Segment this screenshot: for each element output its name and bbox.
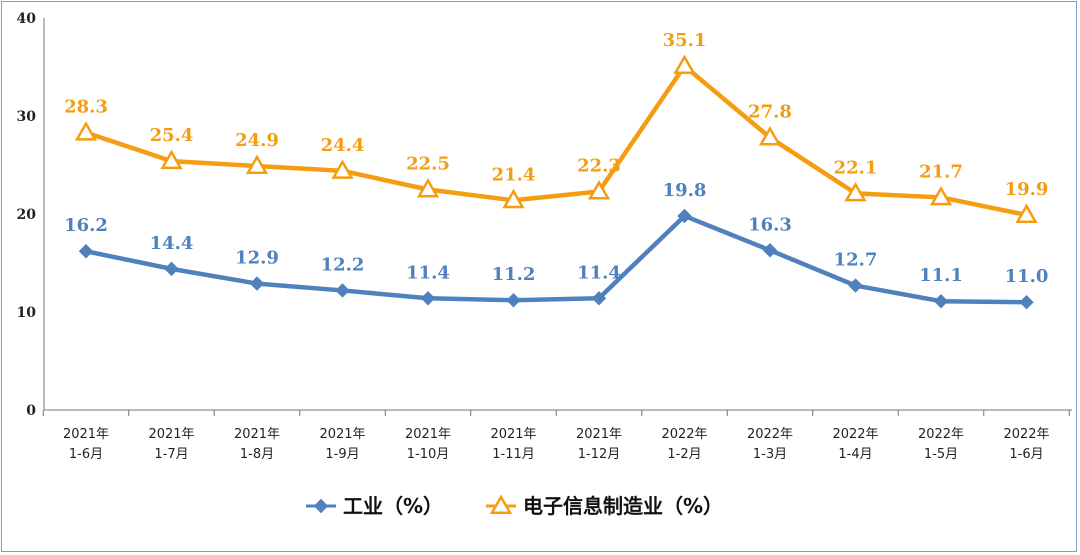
data-point bbox=[78, 244, 94, 259]
x-tick-label-year: 2021年 bbox=[490, 427, 536, 442]
data-label: 11.4 bbox=[577, 262, 621, 283]
x-tick-label-period: 1-2月 bbox=[667, 447, 701, 462]
data-label: 27.8 bbox=[748, 102, 792, 123]
legend-label: 工业（%） bbox=[343, 494, 443, 518]
data-point bbox=[416, 177, 440, 198]
data-point bbox=[587, 179, 611, 200]
series-line bbox=[85, 213, 1027, 305]
data-point bbox=[673, 54, 696, 75]
x-tick-label-period: 1-10月 bbox=[407, 447, 450, 462]
data-label: 21.4 bbox=[492, 164, 536, 185]
data-point bbox=[929, 185, 953, 206]
x-tick-label-period: 1-5月 bbox=[924, 447, 958, 462]
data-point bbox=[331, 159, 354, 179]
y-tick-label: 40 bbox=[17, 11, 37, 27]
x-tick-label-period: 1-8月 bbox=[240, 447, 274, 462]
data-label: 12.9 bbox=[235, 248, 279, 269]
data-point bbox=[502, 188, 525, 209]
y-tick-label: 20 bbox=[17, 207, 37, 223]
data-label: 21.7 bbox=[919, 161, 963, 182]
data-label: 16.2 bbox=[64, 215, 108, 236]
data-label: 19.9 bbox=[1005, 179, 1049, 200]
data-point bbox=[335, 283, 350, 298]
x-tick-label-year: 2021年 bbox=[63, 427, 109, 442]
x-tick-label-year: 2022年 bbox=[832, 427, 878, 442]
data-point bbox=[164, 261, 179, 277]
data-point bbox=[677, 208, 692, 224]
x-tick-label-period: 1-12月 bbox=[578, 447, 621, 462]
data-point bbox=[1019, 294, 1034, 310]
x-tick-label-period: 1-4月 bbox=[838, 447, 872, 462]
data-point bbox=[844, 181, 867, 202]
legend-marker bbox=[489, 494, 513, 514]
series-line bbox=[85, 63, 1027, 218]
x-tick-label-year: 2021年 bbox=[319, 427, 365, 442]
data-label: 12.2 bbox=[321, 254, 365, 275]
legend-marker bbox=[313, 498, 329, 514]
data-point bbox=[420, 291, 436, 306]
data-label: 24.4 bbox=[321, 135, 365, 156]
legend: 工业（%） 电子信息制造业（%） bbox=[306, 494, 723, 518]
x-tick-label-period: 1-6月 bbox=[69, 447, 103, 462]
data-label: 19.8 bbox=[663, 180, 707, 201]
data-label: 35.1 bbox=[663, 30, 707, 51]
x-tick-label-period: 1-7月 bbox=[154, 447, 188, 462]
data-label: 25.4 bbox=[150, 125, 194, 146]
y-tick-label: 10 bbox=[17, 305, 37, 321]
x-tick-label-year: 2022年 bbox=[918, 427, 964, 442]
data-label: 14.4 bbox=[150, 233, 194, 254]
data-label: 11.4 bbox=[406, 262, 450, 283]
x-tick-label-period: 1-6月 bbox=[1009, 447, 1043, 462]
y-tick-label: 30 bbox=[17, 109, 37, 125]
data-label: 12.7 bbox=[834, 250, 878, 271]
data-point bbox=[758, 126, 782, 146]
data-label: 11.0 bbox=[1005, 266, 1049, 287]
legend-label: 电子信息制造业（%） bbox=[523, 494, 723, 518]
data-point bbox=[245, 154, 269, 174]
data-label: 28.3 bbox=[64, 97, 108, 118]
x-tick-label-year: 2022年 bbox=[747, 427, 793, 442]
data-label: 11.2 bbox=[492, 264, 536, 285]
data-point bbox=[249, 276, 265, 291]
data-point bbox=[506, 293, 521, 308]
data-label: 11.1 bbox=[919, 265, 963, 286]
data-point bbox=[591, 291, 607, 306]
x-tick-label-year: 2021年 bbox=[148, 427, 194, 442]
y-tick-label: 0 bbox=[26, 403, 36, 419]
x-tick-label-year: 2022年 bbox=[1003, 427, 1049, 442]
x-tick-label-period: 1-9月 bbox=[325, 447, 359, 462]
data-point bbox=[848, 278, 863, 293]
data-label: 22.3 bbox=[577, 155, 621, 176]
series-electronics bbox=[85, 63, 1027, 218]
data-point bbox=[933, 294, 949, 309]
data-point bbox=[762, 243, 778, 258]
data-label: 22.5 bbox=[406, 154, 450, 175]
data-label: 24.9 bbox=[235, 130, 279, 151]
x-tick-label-year: 2021年 bbox=[405, 427, 451, 442]
x-tick-label-period: 1-3月 bbox=[753, 447, 787, 462]
x-tick-label-year: 2021年 bbox=[234, 427, 280, 442]
data-point bbox=[160, 149, 183, 170]
data-label: 22.1 bbox=[834, 157, 878, 178]
x-tick-label-year: 2022年 bbox=[661, 427, 707, 442]
series-industry bbox=[85, 213, 1027, 305]
data-label: 16.3 bbox=[748, 214, 792, 235]
data-point bbox=[1015, 203, 1038, 223]
x-tick-label-period: 1-11月 bbox=[492, 447, 535, 462]
data-point bbox=[74, 121, 98, 141]
x-tick-label-year: 2021年 bbox=[576, 427, 622, 442]
